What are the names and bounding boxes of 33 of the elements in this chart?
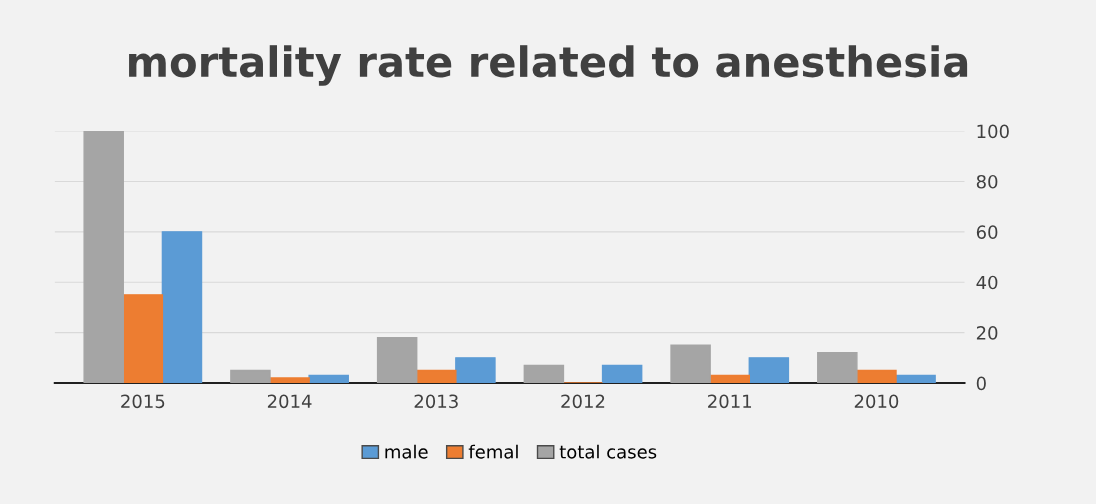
bar — [230, 369, 271, 384]
bar — [601, 364, 643, 384]
bar — [523, 364, 565, 384]
bar — [308, 374, 349, 384]
bar — [856, 369, 897, 384]
chart-title: mortality rate related to anesthesia — [129, 45, 968, 86]
y-tick-label: 0 — [976, 376, 986, 391]
y-tick-label: 80 — [976, 174, 998, 189]
bar — [748, 357, 790, 384]
bar — [269, 377, 310, 384]
y-tick-label: 20 — [976, 326, 998, 340]
bar — [817, 352, 858, 384]
x-tick-label: 2012 — [561, 394, 605, 409]
bar — [455, 357, 496, 384]
bar — [161, 231, 203, 384]
bar — [895, 374, 936, 384]
x-tick-label: 2013 — [414, 394, 458, 409]
x-tick-label: 2011 — [708, 394, 752, 409]
bar — [122, 294, 164, 384]
x-tick-label: 2010 — [854, 394, 899, 409]
bar — [376, 336, 418, 384]
y-tick-label: 40 — [976, 275, 998, 290]
legend-label: male — [385, 444, 428, 459]
legend-label: total cases — [559, 444, 657, 459]
bar — [709, 374, 750, 384]
legend-label: femal — [468, 444, 518, 459]
x-tick-label: 2014 — [267, 394, 312, 409]
bar — [670, 344, 711, 384]
bar — [416, 369, 457, 384]
bar — [83, 131, 124, 384]
x-tick-label: 2015 — [121, 394, 165, 409]
y-tick-label: 60 — [976, 225, 998, 239]
y-tick-label: 100 — [977, 124, 1009, 139]
